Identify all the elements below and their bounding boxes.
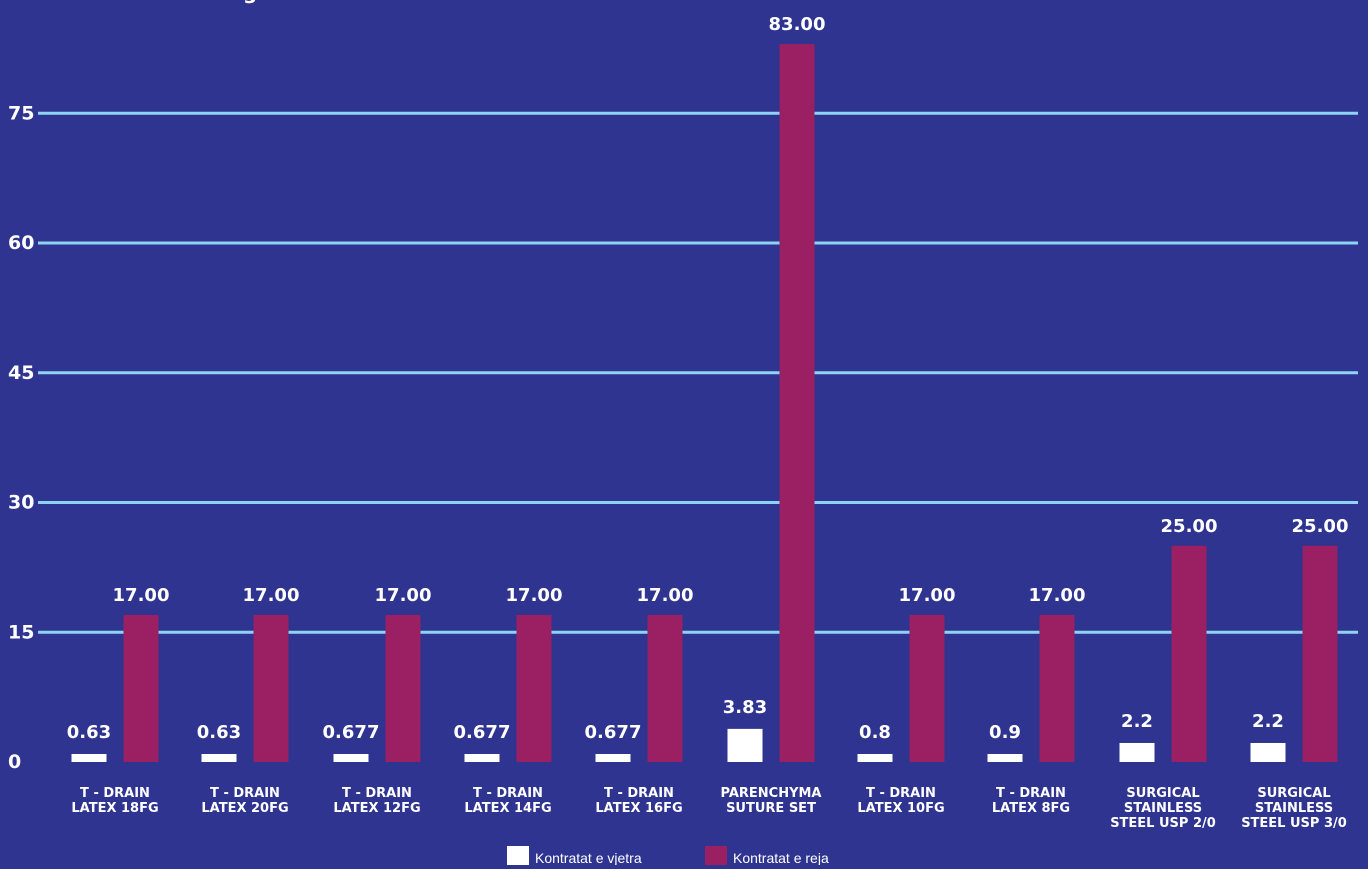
y-axis-ticks: 0 15 30 45 60 75 xyxy=(8,102,34,773)
legend-swatch-1 xyxy=(507,846,529,866)
label-new-2: 17.00 xyxy=(243,585,300,606)
bar-old-5 xyxy=(595,754,631,762)
bar-new-10 xyxy=(1302,545,1338,762)
category-label-8: T - DRAIN LATEX 8FG xyxy=(992,786,1070,816)
label-new-3: 17.00 xyxy=(375,585,432,606)
label-old-4: 0.677 xyxy=(454,722,511,743)
category-label-line: T - DRAIN xyxy=(866,786,936,801)
category-label-2: T - DRAIN LATEX 20FG xyxy=(201,786,288,816)
bar-new-7 xyxy=(909,614,945,762)
category-label-line: PARENCHYMA xyxy=(721,786,822,801)
legend-swatch-2 xyxy=(705,846,727,866)
y-tick-label-0: 0 xyxy=(8,751,21,773)
category-label-7: T - DRAIN LATEX 10FG xyxy=(857,786,944,816)
label-old-6: 3.83 xyxy=(723,697,767,718)
label-new-7: 17.00 xyxy=(899,585,956,606)
bar-new-5 xyxy=(647,614,683,762)
label-old-5: 0.677 xyxy=(585,722,642,743)
bars xyxy=(71,44,1338,763)
category-label-10: SURGICAL STAINLESS STEEL USP 3/0 xyxy=(1241,786,1347,831)
category-label-line: T - DRAIN xyxy=(342,786,412,801)
bar-old-8 xyxy=(987,754,1023,762)
bar-new-8 xyxy=(1039,614,1075,762)
label-old-8: 0.9 xyxy=(989,722,1021,743)
y-tick-label-30: 30 xyxy=(8,492,34,514)
legend-label-2: Kontratat e reja xyxy=(733,850,829,865)
y-tick-label-60: 60 xyxy=(8,232,34,254)
category-label-5: T - DRAIN LATEX 16FG xyxy=(595,786,682,816)
category-label-line: STAINLESS xyxy=(1124,801,1202,816)
bar-old-6 xyxy=(727,728,763,762)
label-new-4: 17.00 xyxy=(506,585,563,606)
y-tick-label-75: 75 xyxy=(8,102,34,124)
label-new-10: 25.00 xyxy=(1292,516,1349,537)
bar-new-9 xyxy=(1171,545,1207,762)
category-label-line: LATEX 8FG xyxy=(992,801,1070,816)
data-labels: 0.63 17.00 0.63 17.00 0.677 17.00 0.677 17.00 0.… xyxy=(67,14,1349,743)
label-new-8: 17.00 xyxy=(1029,585,1086,606)
category-label-6: PARENCHYMA SUTURE SET xyxy=(721,786,822,816)
category-label-line: SURGICAL xyxy=(1126,786,1199,801)
category-label-line: T - DRAIN xyxy=(604,786,674,801)
category-label-line: T - DRAIN xyxy=(210,786,280,801)
label-new-9: 25.00 xyxy=(1161,516,1218,537)
label-old-1: 0.63 xyxy=(67,722,111,743)
category-label-line: SURGICAL xyxy=(1257,786,1330,801)
category-label-line: T - DRAIN xyxy=(80,786,150,801)
gridlines xyxy=(38,111,1358,634)
bar-old-3 xyxy=(333,754,369,762)
bar-new-6 xyxy=(779,44,815,763)
bar-old-7 xyxy=(857,754,893,762)
category-label-line: T - DRAIN xyxy=(473,786,543,801)
label-old-10: 2.2 xyxy=(1252,711,1284,732)
label-new-6: 83.00 xyxy=(769,14,826,35)
category-label-line: STEEL USP 2/0 xyxy=(1110,816,1216,831)
category-label-line: LATEX 14FG xyxy=(464,801,551,816)
category-label-line: SUTURE SET xyxy=(726,801,816,816)
legend: Kontratat e vjetra Kontratat e reja xyxy=(507,846,829,866)
category-label-line: LATEX 16FG xyxy=(595,801,682,816)
bar-new-2 xyxy=(253,614,289,762)
label-new-1: 17.00 xyxy=(113,585,170,606)
y-tick-label-45: 45 xyxy=(8,362,34,384)
category-label-line: LATEX 20FG xyxy=(201,801,288,816)
label-old-9: 2.2 xyxy=(1121,711,1153,732)
category-label-1: T - DRAIN LATEX 18FG xyxy=(71,786,158,816)
bar-new-1 xyxy=(123,614,159,762)
bar-old-1 xyxy=(71,754,107,762)
bar-old-10 xyxy=(1250,742,1286,762)
bar-new-3 xyxy=(385,614,421,762)
bar-old-9 xyxy=(1119,742,1155,762)
bar-new-4 xyxy=(516,614,552,762)
category-label-9: SURGICAL STAINLESS STEEL USP 2/0 xyxy=(1110,786,1216,831)
label-old-7: 0.8 xyxy=(859,722,891,743)
label-new-5: 17.00 xyxy=(637,585,694,606)
category-label-3: T - DRAIN LATEX 12FG xyxy=(333,786,420,816)
bar-old-4 xyxy=(464,754,500,762)
label-old-2: 0.63 xyxy=(197,722,241,743)
category-label-line: LATEX 18FG xyxy=(71,801,158,816)
label-old-3: 0.677 xyxy=(323,722,380,743)
bar-old-2 xyxy=(201,754,237,762)
category-label-4: T - DRAIN LATEX 14FG xyxy=(464,786,551,816)
category-label-line: STEEL USP 3/0 xyxy=(1241,816,1347,831)
y-tick-label-15: 15 xyxy=(8,621,34,643)
category-label-line: STAINLESS xyxy=(1255,801,1333,816)
category-label-line: T - DRAIN xyxy=(996,786,1066,801)
category-label-line: LATEX 10FG xyxy=(857,801,944,816)
category-label-line: LATEX 12FG xyxy=(333,801,420,816)
chart-title-fragment: 3 xyxy=(244,0,257,7)
legend-label-1: Kontratat e vjetra xyxy=(535,850,642,865)
